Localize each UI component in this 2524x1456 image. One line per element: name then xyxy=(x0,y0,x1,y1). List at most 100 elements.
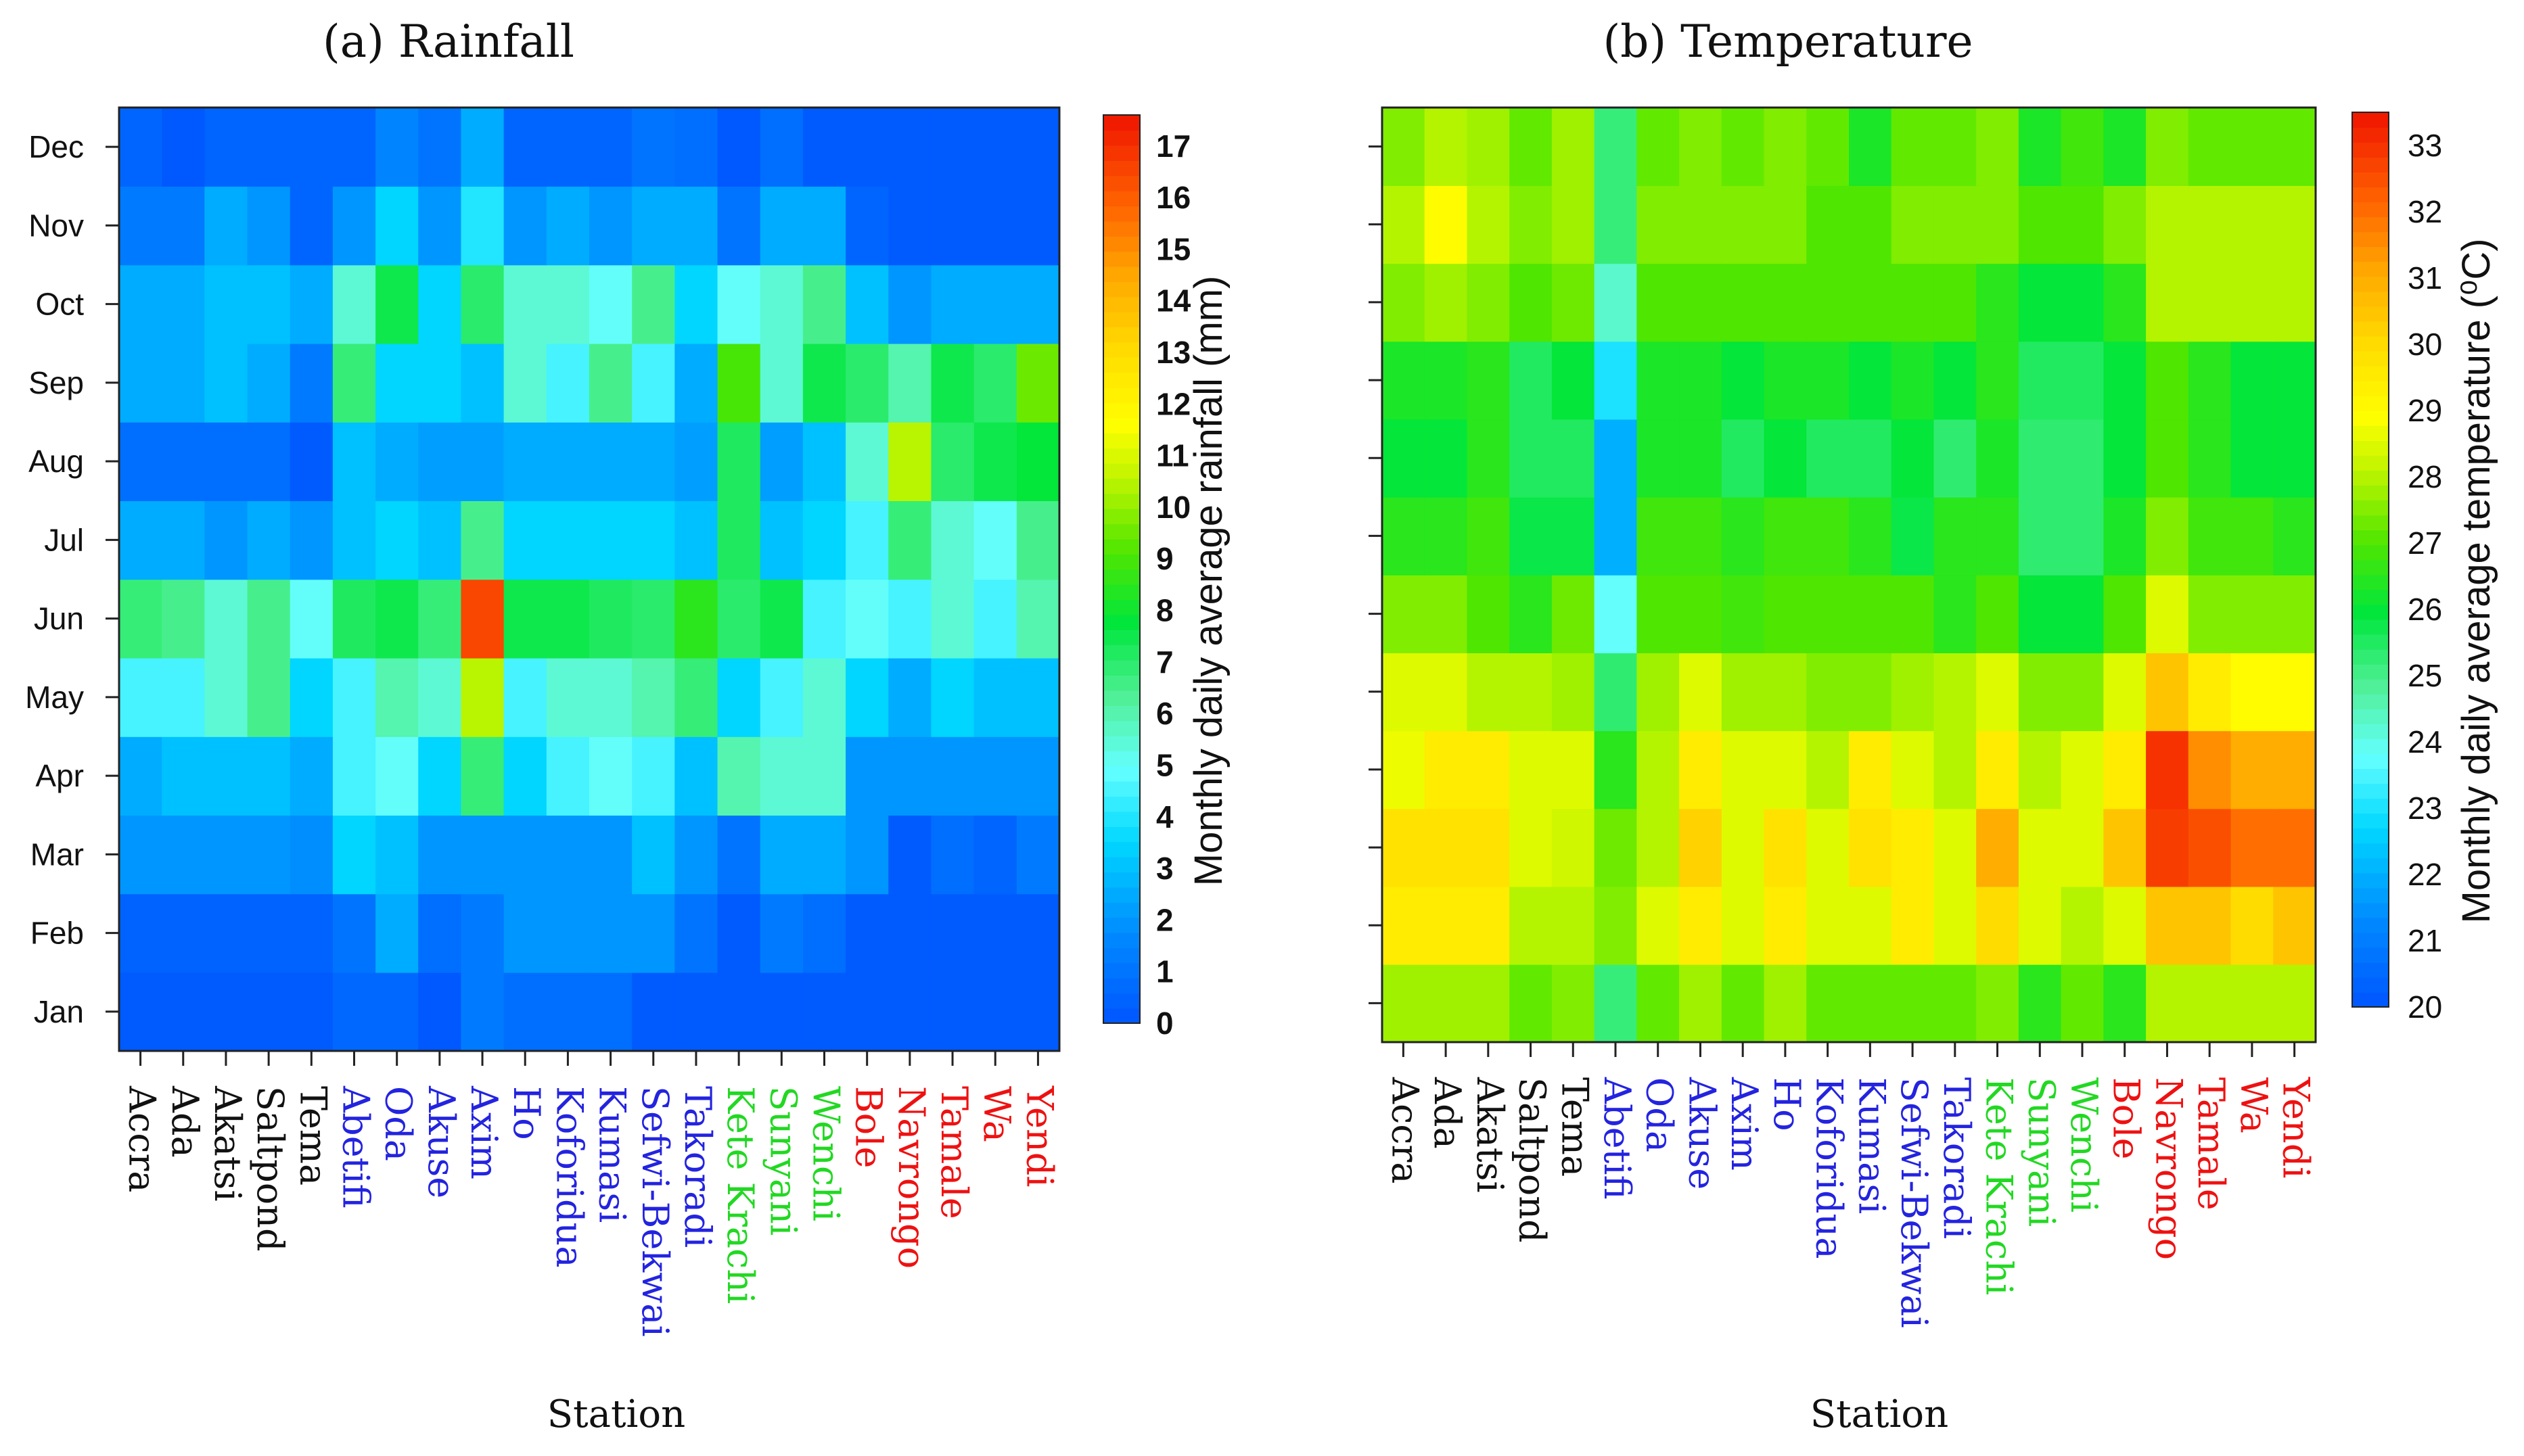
temperature-cell-may-ada xyxy=(1424,653,1468,732)
rainfall-cell-jun-ada xyxy=(162,579,206,659)
temperature-x-label-wa: Wa xyxy=(2232,1077,2275,1133)
temperature-colorbar-strip xyxy=(2352,410,2389,426)
temperature-cell-aug-wenchi xyxy=(2061,419,2105,498)
rainfall-cell-oct-wenchi xyxy=(802,264,846,344)
rainfall-cell-aug-axim xyxy=(461,422,505,502)
rainfall-cell-may-akatsi xyxy=(204,657,248,737)
rainfall-cell-dec-accra xyxy=(119,108,162,187)
temperature-cell-feb-tamale xyxy=(2188,886,2232,965)
temperature-cell-sep-takoradi xyxy=(1933,341,1977,420)
temperature-cell-mar-kete-krachi xyxy=(1976,808,2019,887)
temperature-cell-dec-takoradi xyxy=(1933,108,1977,186)
rainfall-cell-mar-ho xyxy=(503,815,547,895)
rainfall-cell-jun-bole xyxy=(846,579,890,659)
temperature-cell-jan-accra xyxy=(1382,964,1425,1043)
rainfall-cell-sep-kumasi xyxy=(589,343,633,423)
temperature-x-label-akatsi: Akatsi xyxy=(1469,1077,1511,1193)
temperature-cell-jul-tema xyxy=(1551,496,1595,576)
rainfall-cell-oct-accra xyxy=(119,264,162,344)
rainfall-cell-apr-wenchi xyxy=(802,736,846,816)
rainfall-cell-aug-akatsi xyxy=(204,422,248,502)
temperature-colorbar-tick-21: 21 xyxy=(2408,923,2442,958)
temperature-cell-jan-kete-krachi xyxy=(1976,964,2019,1043)
temperature-cell-sep-kumasi xyxy=(1849,341,1892,420)
rainfall-cell-nov-akatsi xyxy=(204,186,248,266)
temperature-cell-oct-tamale xyxy=(2188,263,2232,342)
rainfall-colorbar-strip xyxy=(1103,372,1140,388)
rainfall-colorbar-strip xyxy=(1103,342,1140,358)
temperature-cell-jun-akatsi xyxy=(1467,575,1510,653)
rainfall-cell-oct-saltpond xyxy=(247,264,291,344)
temperature-cell-mar-navrongo xyxy=(2146,808,2189,887)
rainfall-colorbar-tick-6: 6 xyxy=(1156,696,1174,731)
rainfall-cell-feb-kumasi xyxy=(589,893,633,973)
temperature-colorbar-strip xyxy=(2352,634,2389,650)
rainfall-cell-nov-yendi xyxy=(1016,186,1060,266)
temperature-cell-mar-takoradi xyxy=(1933,808,1977,887)
temperature-cell-mar-wa xyxy=(2230,808,2274,887)
temperature-cell-sep-accra xyxy=(1382,341,1425,420)
rainfall-cell-jul-bole xyxy=(846,500,890,580)
temperature-colorbar-frame xyxy=(2351,112,2389,1008)
rainfall-colorbar-strip xyxy=(1103,584,1140,601)
rainfall-cell-apr-navrongo xyxy=(888,736,932,816)
temperature-colorbar-strip xyxy=(2352,709,2389,724)
rainfall-cell-jun-akatsi xyxy=(204,579,248,659)
temperature-cell-sep-yendi xyxy=(2273,341,2316,420)
temperature-cell-aug-saltpond xyxy=(1509,419,1553,498)
rainfall-cell-dec-ho xyxy=(503,108,547,187)
rainfall-cell-dec-bole xyxy=(846,108,890,187)
rainfall-cell-jul-kete-krachi xyxy=(717,500,761,580)
temperature-panel: (b) Temperature Accra Ada Akatsi Saltpond Te… xyxy=(1369,16,2498,1436)
rainfall-cell-apr-axim xyxy=(461,736,505,816)
temperature-x-label-koforidua: Koforidua xyxy=(1808,1077,1851,1259)
rainfall-cell-jul-koforidua xyxy=(546,500,590,580)
rainfall-colorbar-tick-1: 1 xyxy=(1156,954,1174,989)
rainfall-y-label-aug: Aug xyxy=(28,444,84,479)
temperature-cell-apr-sefwi-bekwai xyxy=(1891,730,1935,809)
rainfall-cell-aug-oda xyxy=(375,422,419,502)
temperature-cell-dec-yendi xyxy=(2273,108,2316,186)
rainfall-cell-oct-ho xyxy=(503,264,547,344)
rainfall-x-label-oda: Oda xyxy=(377,1086,420,1161)
temperature-cell-feb-saltpond xyxy=(1509,886,1553,965)
rainfall-cell-jan-ho xyxy=(503,972,547,1052)
rainfall-cell-sep-tema xyxy=(290,343,334,423)
rainfall-cell-may-kete-krachi xyxy=(717,657,761,737)
rainfall-cell-feb-ada xyxy=(162,893,206,973)
rainfall-heatmap-cells xyxy=(119,108,1060,1052)
temperature-cell-jan-koforidua xyxy=(1806,964,1850,1043)
rainfall-cell-feb-tema xyxy=(290,893,334,973)
rainfall-cell-may-wenchi xyxy=(802,657,846,737)
rainfall-colorbar-tick-7: 7 xyxy=(1156,644,1174,680)
rainfall-cell-aug-ada xyxy=(162,422,206,502)
temperature-cell-feb-kete-krachi xyxy=(1976,886,2019,965)
rainfall-colorbar-strip xyxy=(1103,614,1140,630)
rainfall-x-label-abetifi: Abetifi xyxy=(335,1085,377,1208)
temperature-cell-jun-saltpond xyxy=(1509,575,1553,653)
temperature-colorbar-strip xyxy=(2352,485,2389,501)
temperature-colorbar-strip xyxy=(2352,962,2389,978)
rainfall-cell-nov-wenchi xyxy=(802,186,846,266)
temperature-cell-may-tema xyxy=(1551,653,1595,732)
rainfall-colorbar-strip xyxy=(1103,751,1140,767)
rainfall-cell-mar-takoradi xyxy=(674,815,718,895)
temperature-cell-may-ho xyxy=(1764,653,1808,732)
rainfall-cell-mar-sunyani xyxy=(760,815,804,895)
rainfall-cell-dec-kete-krachi xyxy=(717,108,761,187)
temperature-x-label-accra: Accra xyxy=(1383,1077,1426,1184)
rainfall-cell-may-ada xyxy=(162,657,206,737)
temperature-cell-jun-yendi xyxy=(2273,575,2316,653)
temperature-cell-dec-axim xyxy=(1721,108,1765,186)
temperature-colorbar-strip xyxy=(2352,544,2389,561)
temperature-colorbar-strip xyxy=(2352,649,2389,665)
rainfall-cell-dec-abetifi xyxy=(332,108,376,187)
rainfall-colorbar-strip xyxy=(1103,357,1140,373)
temperature-cell-mar-akatsi xyxy=(1467,808,1510,887)
temperature-colorbar-tick-29: 29 xyxy=(2408,393,2442,428)
temperature-cell-mar-wenchi xyxy=(2061,808,2105,887)
temperature-cell-aug-wa xyxy=(2230,419,2274,498)
temperature-cell-jan-ho xyxy=(1764,964,1808,1043)
rainfall-colorbar-strip xyxy=(1103,433,1140,449)
temperature-x-label-oda: Oda xyxy=(1638,1077,1681,1152)
